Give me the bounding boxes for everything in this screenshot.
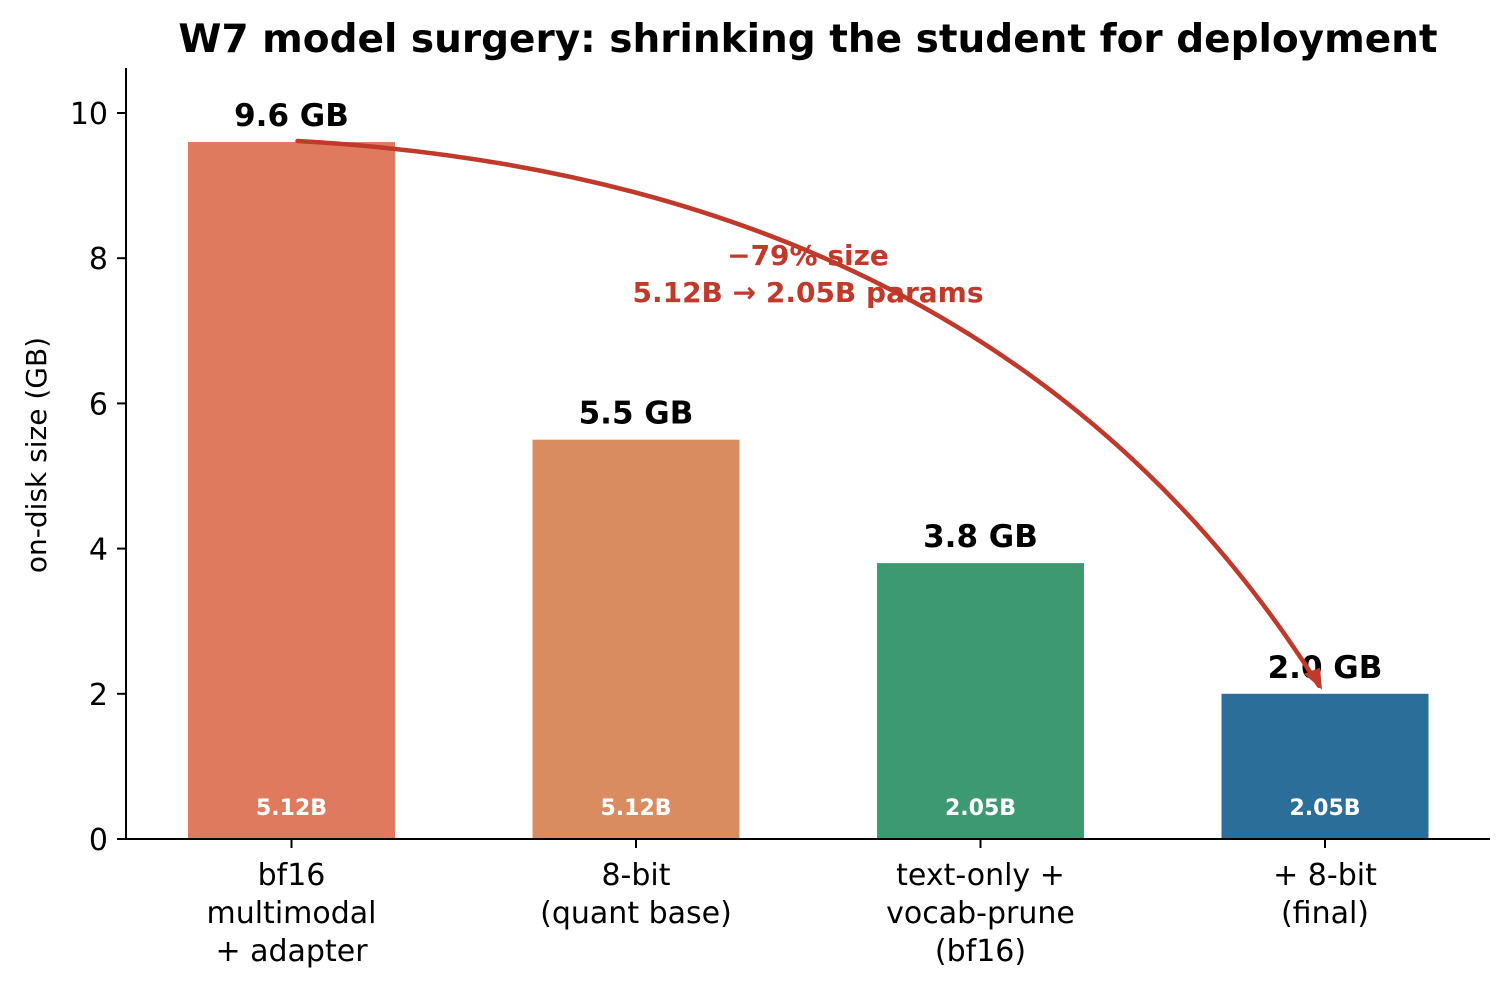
y-tick-label-4: 8 (89, 242, 108, 277)
bar-value-label-3: 2.0 GB (1268, 650, 1383, 686)
y-tick-label-5: 10 (70, 97, 108, 132)
bar-2 (877, 563, 1084, 839)
annotation-layer: −79% size 5.12B → 2.05B params (295, 138, 1322, 690)
y-tick-label-0: 0 (89, 823, 108, 858)
annotation-arrowhead (1304, 667, 1322, 690)
x-tick-label-0-0: bf16 (258, 858, 326, 893)
x-tick-label-3-0: + 8-bit (1273, 858, 1377, 893)
bar-0 (188, 142, 395, 840)
bar-param-label-0: 5.12B (256, 796, 327, 821)
bar-param-label-1: 5.12B (600, 796, 671, 821)
bar-param-label-3: 2.05B (1289, 796, 1360, 821)
annotation-text-0: −79% size (727, 239, 889, 272)
bar-value-label-2: 3.8 GB (923, 519, 1038, 555)
y-tick-label-3: 6 (89, 387, 108, 422)
bar-value-label-0: 9.6 GB (234, 98, 349, 134)
x-tick-label-3-1: (final) (1281, 896, 1369, 931)
x-tick-label-2-2: (bf16) (935, 934, 1026, 969)
chart-title: W7 model surgery: shrinking the student … (178, 17, 1437, 62)
y-tick-label-1: 2 (89, 678, 108, 713)
x-tick-label-2-0: text-only + (896, 858, 1065, 893)
annotation-arrow (295, 138, 1322, 689)
bar-1 (532, 439, 740, 839)
x-tick-label-0-2: + adapter (215, 934, 368, 969)
y-axis-label: on-disk size (GB) (20, 337, 53, 573)
x-tick-label-1-1: (quant base) (540, 896, 732, 931)
bar-value-label-1: 5.5 GB (579, 396, 694, 432)
x-tick-label-2-1: vocab-prune (886, 896, 1075, 931)
annotation-text-1: 5.12B → 2.05B params (632, 276, 983, 309)
bar-3 (1221, 693, 1429, 839)
x-tick-label-0-1: multimodal (206, 896, 376, 931)
bars-layer: 9.6 GB 5.12B 5.5 GB 5.12B 3.8 GB 2.05B 2.0 GB 2… (188, 98, 1429, 840)
y-tick-label-2: 4 (89, 533, 108, 568)
x-tick-label-1-0: 8-bit (601, 858, 670, 893)
bar-param-label-2: 2.05B (945, 796, 1016, 821)
